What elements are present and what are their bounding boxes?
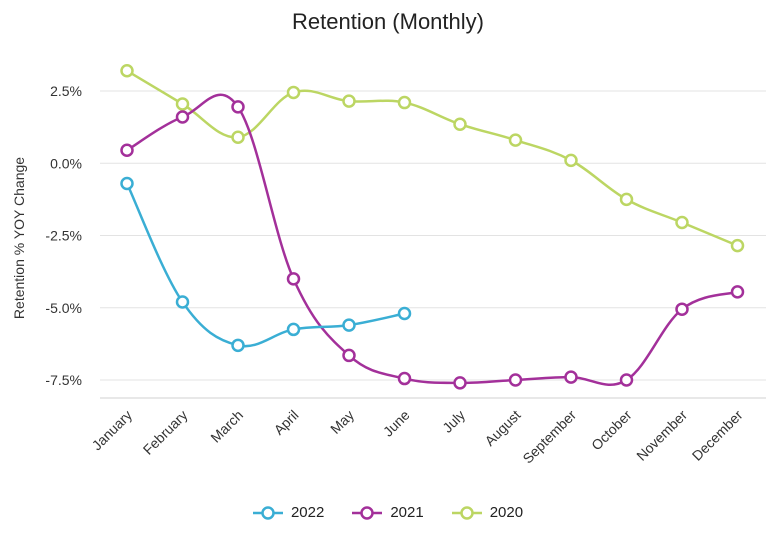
legend-marker-icon (352, 505, 382, 521)
x-tick-label: July (439, 407, 468, 436)
data-point-2020 (233, 132, 244, 143)
legend-label: 2022 (291, 504, 324, 521)
data-point-2021 (455, 377, 466, 388)
data-point-2022 (288, 324, 299, 335)
x-tick-label: April (270, 407, 301, 438)
data-point-2021 (399, 373, 410, 384)
data-point-2021 (566, 372, 577, 383)
data-point-2022 (233, 340, 244, 351)
legend-item-2020[interactable]: 2020 (452, 504, 523, 521)
data-point-2020 (455, 119, 466, 130)
x-tick-label: December (689, 407, 746, 464)
legend-item-2021[interactable]: 2021 (352, 504, 423, 521)
y-tick-label: -7.5% (45, 372, 82, 388)
data-point-2021 (732, 286, 743, 297)
data-point-2020 (122, 65, 133, 76)
data-point-2021 (288, 273, 299, 284)
y-tick-label: -5.0% (45, 300, 82, 316)
data-point-2021 (621, 375, 632, 386)
data-point-2020 (566, 155, 577, 166)
x-tick-label: February (140, 407, 191, 458)
data-point-2022 (177, 296, 188, 307)
data-point-2021 (122, 145, 133, 156)
data-point-2020 (732, 240, 743, 251)
x-tick-label: May (327, 407, 357, 437)
data-point-2021 (177, 112, 188, 123)
chart-legend: 2022 2021 2020 (0, 504, 776, 521)
data-point-2020 (510, 135, 521, 146)
data-point-2020 (621, 194, 632, 205)
series-line-2021 (127, 95, 738, 385)
data-point-2022 (344, 320, 355, 331)
data-point-2022 (399, 308, 410, 319)
data-point-2020 (177, 99, 188, 110)
legend-marker-icon (253, 505, 283, 521)
x-tick-label: October (588, 407, 635, 454)
data-point-2021 (233, 101, 244, 112)
data-point-2020 (288, 87, 299, 98)
chart-container: Retention (Monthly) 2.5% 0.0% -2.5% -5.0% -7… (0, 0, 776, 533)
data-point-2021 (677, 304, 688, 315)
x-tick-label: November (633, 407, 690, 464)
y-axis-label: Retention % YOY Change (11, 157, 27, 319)
x-tick-label: January (89, 407, 136, 454)
data-point-2020 (677, 217, 688, 228)
series-line-2020 (127, 71, 738, 246)
line-chart: 2.5% 0.0% -2.5% -5.0% -7.5% January February Ma… (0, 0, 776, 500)
series-line-2022 (127, 183, 405, 346)
x-tick-label: June (380, 407, 413, 440)
legend-label: 2020 (490, 504, 523, 521)
data-point-2020 (344, 96, 355, 107)
legend-item-2022[interactable]: 2022 (253, 504, 324, 521)
y-tick-label: 0.0% (50, 155, 82, 171)
data-point-2021 (510, 375, 521, 386)
data-point-2021 (344, 350, 355, 361)
y-tick-label: -2.5% (45, 228, 82, 244)
data-point-2020 (399, 97, 410, 108)
x-tick-label: August (481, 407, 523, 449)
legend-marker-icon (452, 505, 482, 521)
x-tick-label: March (207, 407, 246, 446)
legend-label: 2021 (390, 504, 423, 521)
y-tick-label: 2.5% (50, 83, 82, 99)
x-tick-label: September (519, 407, 579, 467)
data-point-2022 (122, 178, 133, 189)
